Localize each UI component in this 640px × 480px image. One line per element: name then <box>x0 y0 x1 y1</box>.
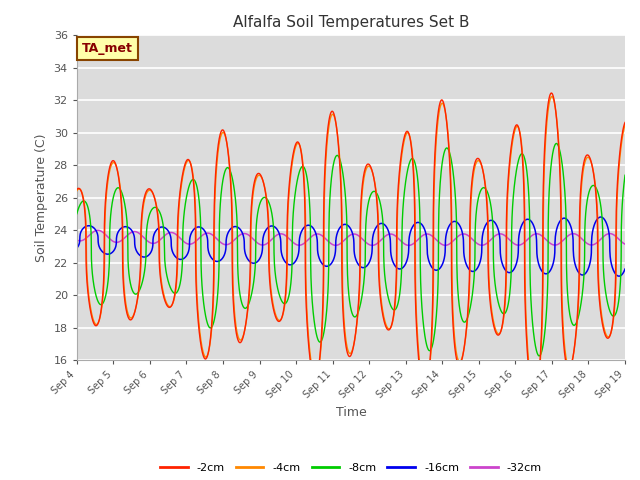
Text: TA_met: TA_met <box>83 42 133 55</box>
Y-axis label: Soil Temperature (C): Soil Temperature (C) <box>35 133 48 262</box>
Title: Alfalfa Soil Temperatures Set B: Alfalfa Soil Temperatures Set B <box>233 15 469 30</box>
Legend: -2cm, -4cm, -8cm, -16cm, -32cm: -2cm, -4cm, -8cm, -16cm, -32cm <box>156 459 547 478</box>
X-axis label: Time: Time <box>335 406 366 419</box>
